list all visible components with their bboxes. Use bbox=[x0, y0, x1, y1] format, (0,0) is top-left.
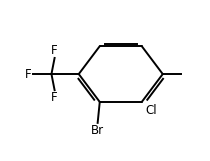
Text: Cl: Cl bbox=[145, 104, 156, 117]
Text: F: F bbox=[51, 44, 58, 57]
Text: F: F bbox=[51, 91, 58, 104]
Text: Br: Br bbox=[91, 124, 104, 137]
Text: F: F bbox=[25, 68, 31, 80]
